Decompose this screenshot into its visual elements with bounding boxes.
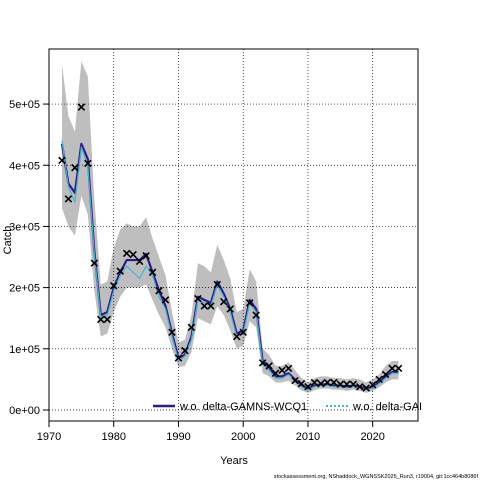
observed-point-2007 bbox=[284, 364, 293, 373]
observed-point-1996 bbox=[213, 280, 222, 289]
observed-point-2018 bbox=[355, 382, 364, 391]
y-tick-label-0e+00: 0e+00 bbox=[9, 405, 40, 417]
observed-point-1998 bbox=[226, 305, 235, 313]
footer-provenance: stockassessment.org, NShaddock_WGNSSK202… bbox=[274, 474, 479, 480]
observed-point-1999 bbox=[232, 332, 241, 341]
observed-point-2023 bbox=[388, 364, 396, 373]
observed-point-1993 bbox=[194, 294, 202, 303]
observed-point-2014 bbox=[330, 378, 338, 387]
observed-point-1988 bbox=[161, 296, 170, 304]
legend-label-series-1: w.o. delta-GAMNS-WCQ1 bbox=[179, 401, 307, 413]
observed-point-2015 bbox=[336, 380, 345, 389]
observed-point-1975 bbox=[77, 103, 86, 111]
y-tick-label-5e+05: 5e+05 bbox=[9, 99, 40, 111]
observed-point-1994 bbox=[200, 302, 209, 310]
observed-point-1987 bbox=[155, 286, 163, 295]
x-tick-label-1980: 1980 bbox=[101, 431, 125, 443]
observed-point-2013 bbox=[323, 378, 332, 387]
observed-point-1972 bbox=[58, 156, 66, 165]
observed-point-2024 bbox=[394, 364, 403, 373]
y-tick-label-1e+05: 1e+05 bbox=[9, 344, 40, 356]
observed-point-1974 bbox=[71, 163, 79, 172]
observed-point-1973 bbox=[64, 195, 73, 203]
x-tick-label-2020: 2020 bbox=[360, 431, 384, 443]
observed-point-1997 bbox=[220, 297, 228, 306]
observed-point-1979 bbox=[103, 315, 112, 324]
observed-point-2022 bbox=[381, 370, 390, 379]
observed-point-1983 bbox=[129, 250, 137, 259]
observed-point-2019 bbox=[362, 384, 370, 392]
y-tick-label-3e+05: 3e+05 bbox=[9, 221, 40, 233]
x-tick-label-1990: 1990 bbox=[166, 431, 190, 443]
observed-point-2000 bbox=[239, 328, 247, 337]
legend: w.o. delta-GAMNS-WCQ1 w.o. delta-GAI bbox=[153, 401, 422, 413]
x-axis-title: Years bbox=[220, 455, 248, 467]
observed-point-2008 bbox=[291, 376, 299, 385]
y-tick-label-4e+05: 4e+05 bbox=[9, 160, 40, 172]
observed-point-2006 bbox=[278, 366, 286, 374]
grid-layer bbox=[48, 49, 418, 421]
confidence-band-layer bbox=[61, 61, 399, 393]
observed-point-1995 bbox=[207, 302, 215, 310]
observed-point-2021 bbox=[375, 375, 383, 384]
observed-point-2012 bbox=[317, 379, 325, 388]
observed-point-1990 bbox=[174, 354, 183, 362]
observed-point-1985 bbox=[142, 252, 150, 260]
observed-point-2020 bbox=[368, 381, 377, 389]
observed-point-1984 bbox=[135, 257, 144, 266]
observed-point-2011 bbox=[310, 378, 319, 387]
observed-point-1981 bbox=[116, 267, 124, 275]
observed-point-1986 bbox=[148, 268, 157, 277]
observed-point-2005 bbox=[271, 369, 280, 378]
observed-point-2003 bbox=[258, 359, 267, 367]
observed-point-1978 bbox=[97, 315, 105, 324]
observed-point-2001 bbox=[245, 299, 254, 307]
observed-point-1980 bbox=[109, 282, 118, 290]
observed-point-1977 bbox=[90, 259, 99, 267]
y-axis-title: Catch bbox=[2, 226, 14, 255]
observed-point-1989 bbox=[168, 328, 176, 337]
observed-point-2010 bbox=[304, 382, 312, 391]
observed-point-2016 bbox=[343, 380, 351, 389]
observed-point-1976 bbox=[84, 159, 92, 168]
x-tick-label-2010: 2010 bbox=[296, 431, 320, 443]
observed-point-1991 bbox=[181, 346, 189, 355]
observed-point-1992 bbox=[187, 323, 196, 332]
observed-point-1982 bbox=[122, 249, 131, 258]
legend-label-series-2: w.o. delta-GAI bbox=[352, 401, 422, 413]
y-tick-label-2e+05: 2e+05 bbox=[9, 283, 40, 295]
observed-point-2002 bbox=[252, 311, 260, 319]
x-tick-label-2000: 2000 bbox=[231, 431, 255, 443]
plot-frame bbox=[48, 48, 419, 422]
observed-point-2009 bbox=[297, 379, 306, 388]
x-tick-label-1970: 1970 bbox=[37, 431, 61, 443]
observed-point-2004 bbox=[265, 362, 273, 370]
observed-point-2017 bbox=[349, 380, 358, 389]
observed-points-layer bbox=[58, 103, 403, 392]
confidence-band bbox=[61, 61, 399, 393]
axes-layer: 1970 1980 1990 2000 2010 2020 0e+00 1e+05 2e+05 3… bbox=[9, 99, 385, 443]
